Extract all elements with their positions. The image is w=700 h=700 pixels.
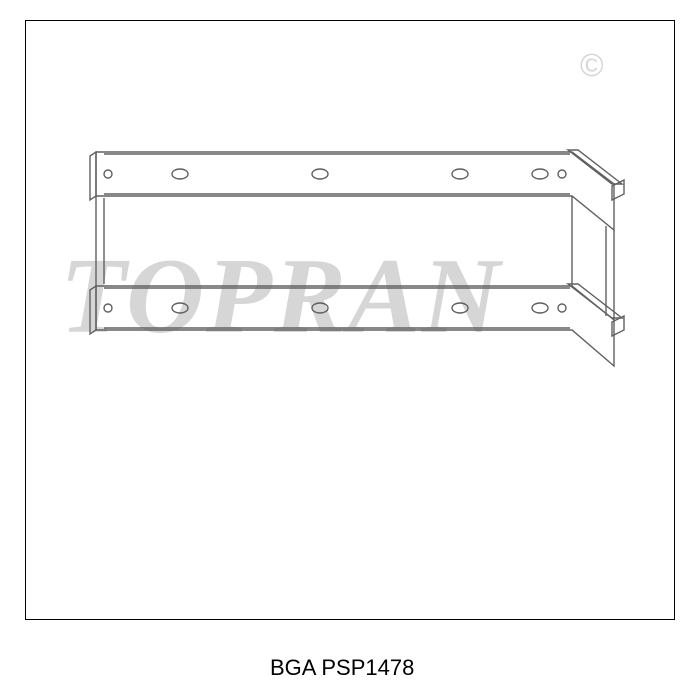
caption-brand: BGA [270, 655, 315, 680]
product-caption: BGA PSP1478 [270, 655, 414, 681]
caption-part-number: PSP1478 [321, 655, 414, 680]
copyright-symbol: © [580, 47, 604, 84]
gasket-diagram [60, 130, 640, 450]
